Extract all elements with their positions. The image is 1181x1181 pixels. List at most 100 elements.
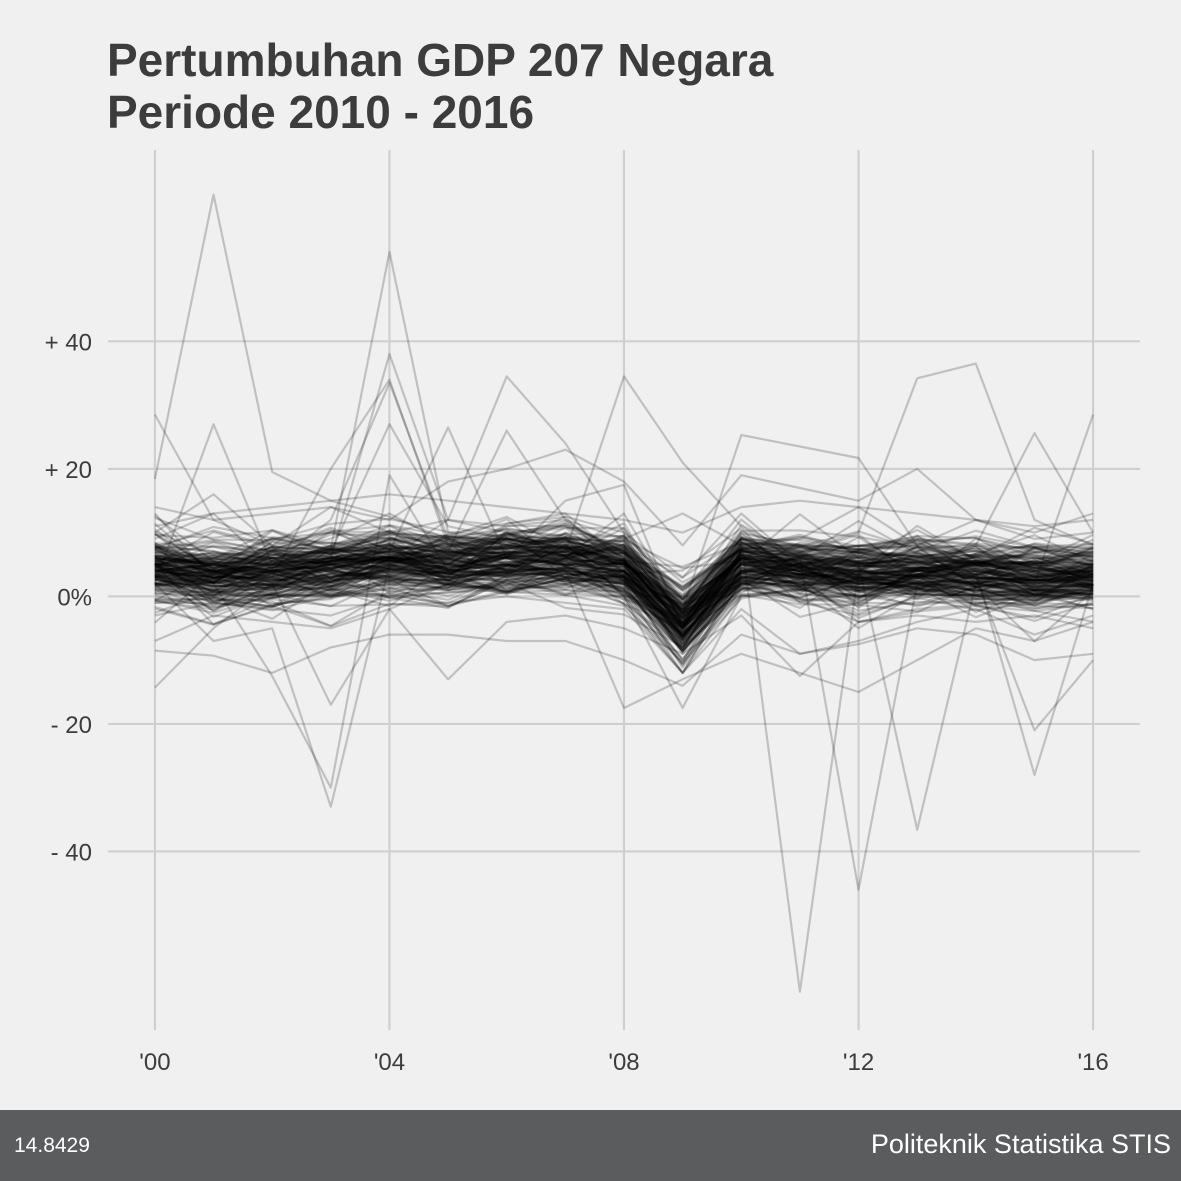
country-series-line bbox=[154, 566, 1094, 638]
country-series-line bbox=[154, 559, 1094, 638]
country-series-line bbox=[154, 526, 1094, 607]
country-series-line bbox=[154, 545, 1094, 639]
country-series-line bbox=[154, 534, 1094, 600]
country-series-line bbox=[154, 553, 1094, 601]
country-series-line bbox=[154, 578, 1094, 636]
country-series-line bbox=[154, 546, 1094, 638]
country-series-line bbox=[154, 562, 1094, 629]
country-series-line bbox=[154, 512, 1094, 585]
country-series-line bbox=[154, 531, 1094, 589]
country-series-line bbox=[154, 549, 1094, 626]
country-series-line bbox=[154, 526, 1094, 580]
country-series-line bbox=[154, 543, 1094, 620]
country-series-line bbox=[154, 576, 1094, 645]
country-series-line bbox=[154, 570, 1094, 647]
y-tick-label: + 20 bbox=[45, 457, 92, 484]
country-series-line bbox=[154, 528, 1094, 584]
country-series-line bbox=[154, 353, 1094, 624]
country-series-line bbox=[154, 573, 1094, 675]
country-series-line bbox=[154, 552, 1094, 628]
country-series-line bbox=[154, 543, 1094, 615]
country-series-line bbox=[154, 540, 1094, 626]
axis-labels-layer: '00 '04 '08 '12 '16 + 40 + 20 0% - 20 - 40 bbox=[45, 329, 1109, 1076]
country-series-line bbox=[154, 515, 1094, 601]
country-series-line bbox=[154, 538, 1094, 616]
country-series-line bbox=[154, 567, 1094, 642]
y-tick-label: + 40 bbox=[45, 329, 92, 356]
country-series-line bbox=[154, 533, 1094, 623]
country-series-line bbox=[154, 549, 1094, 651]
country-series-line bbox=[154, 538, 1094, 621]
country-series-line bbox=[154, 567, 1094, 643]
country-series-line bbox=[154, 560, 1094, 622]
country-series-line bbox=[154, 545, 1094, 627]
country-series-line bbox=[154, 544, 1094, 606]
country-series-line bbox=[154, 544, 1094, 645]
country-series-line bbox=[154, 557, 1094, 628]
country-series-line bbox=[154, 544, 1094, 624]
country-series-line bbox=[154, 542, 1094, 613]
country-series-line bbox=[154, 548, 1094, 629]
footer-credit: Politeknik Statistika STIS bbox=[870, 1129, 1171, 1159]
country-series-line bbox=[154, 474, 1094, 789]
country-series-line bbox=[153, 193, 1094, 617]
country-series-line bbox=[154, 513, 1094, 601]
country-series-line bbox=[154, 534, 1094, 631]
x-tick-label: '16 bbox=[1077, 1049, 1108, 1076]
country-series-line bbox=[154, 571, 1094, 652]
country-series-line bbox=[154, 537, 1094, 613]
country-series-line bbox=[154, 516, 1094, 591]
x-tick-label: '04 bbox=[374, 1049, 405, 1076]
country-series-line bbox=[154, 531, 1094, 607]
x-tick-label: '00 bbox=[139, 1049, 170, 1076]
country-series-line bbox=[154, 571, 1094, 639]
gdp-growth-line-chart: '00 '04 '08 '12 '16 + 40 + 20 0% - 20 - 40 bbox=[45, 150, 1140, 1076]
country-series-line bbox=[154, 563, 1094, 654]
country-series-line bbox=[154, 578, 1094, 653]
country-series-line bbox=[154, 543, 1094, 603]
country-series-line bbox=[154, 607, 1094, 681]
country-series-line bbox=[154, 574, 1094, 644]
country-series-line bbox=[154, 568, 1094, 635]
country-series-line bbox=[154, 543, 1094, 635]
country-series-line bbox=[154, 362, 1094, 604]
country-series-line bbox=[154, 557, 1094, 639]
country-series-line bbox=[154, 522, 1094, 625]
grid-layer bbox=[108, 150, 1140, 1030]
country-series-line bbox=[154, 520, 1094, 591]
country-series-line bbox=[154, 512, 1094, 615]
country-series-line bbox=[154, 535, 1094, 615]
country-series-line bbox=[154, 550, 1094, 629]
country-series-line bbox=[154, 595, 1094, 675]
footer-bar: 14.8429 Politeknik Statistika STIS bbox=[0, 1110, 1181, 1181]
country-series-line bbox=[154, 564, 1094, 656]
country-series-line bbox=[154, 569, 1094, 640]
country-series-line bbox=[154, 517, 1094, 616]
country-series-line bbox=[154, 556, 1094, 611]
country-series-line bbox=[154, 561, 1094, 649]
country-series-line bbox=[154, 557, 1094, 638]
country-series-line bbox=[154, 627, 1094, 687]
country-series-line bbox=[154, 558, 1094, 625]
country-series-line bbox=[154, 532, 1094, 630]
country-series-line bbox=[154, 569, 1094, 641]
country-series-line bbox=[154, 582, 1094, 710]
country-series-line bbox=[154, 537, 1094, 665]
country-series-line bbox=[154, 535, 1094, 626]
country-series-line bbox=[154, 543, 1094, 633]
country-series-line bbox=[154, 563, 1094, 831]
country-series-line bbox=[154, 548, 1094, 620]
country-series-line bbox=[153, 414, 1095, 604]
country-series-line bbox=[154, 556, 1094, 637]
country-series-line bbox=[154, 532, 1094, 598]
country-series-line bbox=[154, 526, 1094, 631]
country-series-line bbox=[154, 537, 1094, 993]
country-series-line bbox=[154, 493, 1094, 547]
country-series-line bbox=[154, 557, 1094, 618]
country-series-line bbox=[154, 542, 1094, 646]
country-series-line bbox=[154, 548, 1094, 639]
series-lines-layer bbox=[153, 193, 1095, 993]
country-series-line bbox=[154, 536, 1094, 624]
country-series-line bbox=[154, 524, 1094, 621]
country-series-line bbox=[154, 540, 1094, 663]
